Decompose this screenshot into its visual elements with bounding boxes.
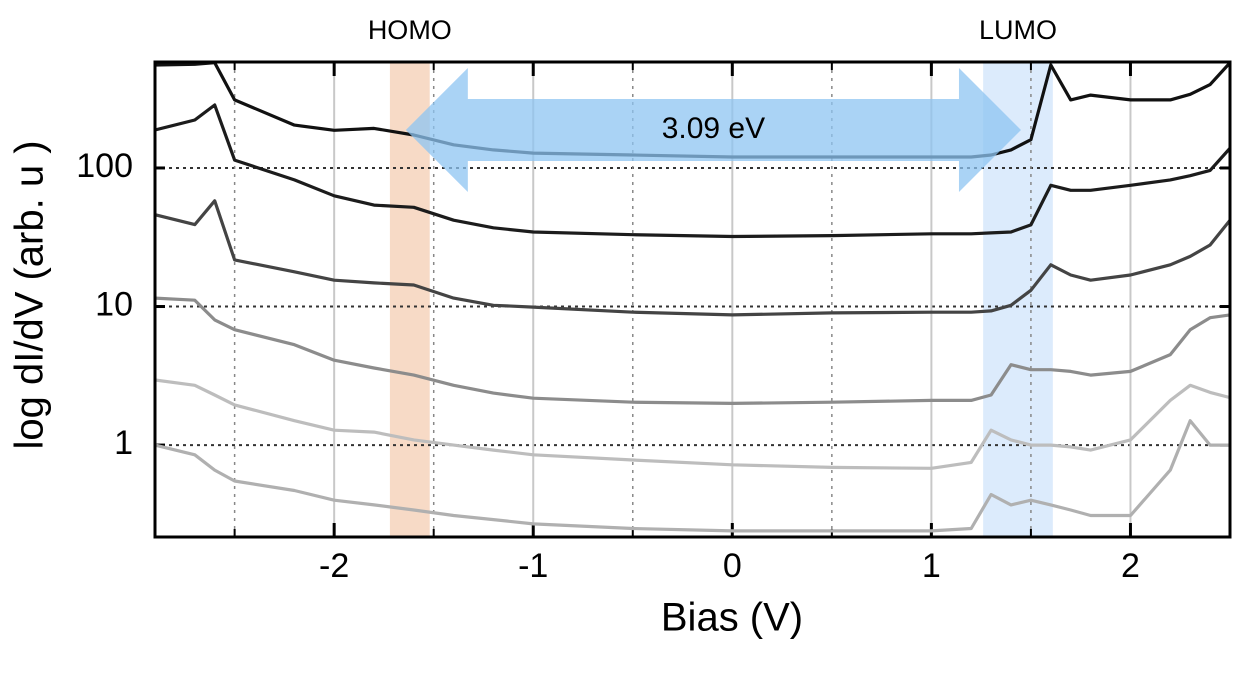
series-line [155,419,1230,533]
x-tick-label: 2 [1121,547,1140,585]
overlay-layer: 3.09 eV [153,60,1232,539]
x-tick-label: 1 [922,547,941,585]
band-label: HOMO [368,15,452,45]
series-line [155,378,1230,470]
x-axis-title: Bias (V) [661,596,803,640]
y-tick-label: 10 [95,286,133,324]
series-line [155,103,1230,239]
x-tick-label: -1 [518,547,548,585]
plot-frame [153,60,1232,539]
series-line [155,296,1230,405]
series-line [155,199,1230,317]
x-tick-label: 0 [723,547,742,585]
band-label: LUMO [979,15,1057,45]
gap-label: 3.09 eV [662,112,765,145]
gap-arrow [405,68,1021,192]
y-tick-label: 100 [76,147,133,185]
y-tick-label: 1 [114,424,133,462]
x-tick-label: -2 [319,547,349,585]
y-axis-title: log dI/dV (arb. u ) [8,140,52,449]
